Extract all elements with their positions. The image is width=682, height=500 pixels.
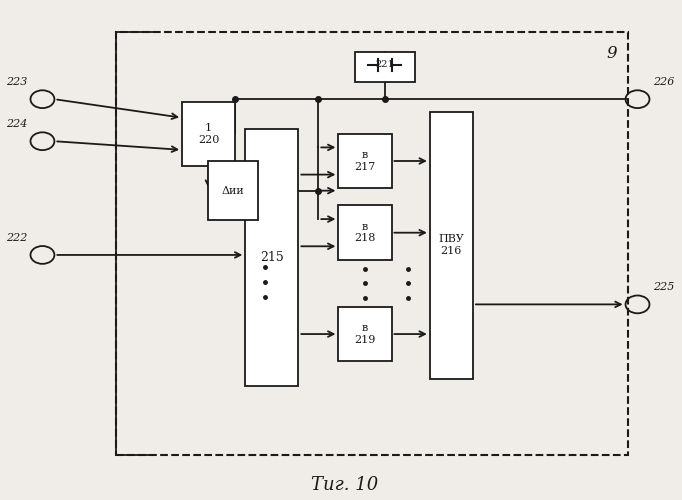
Bar bbox=[115, 32, 627, 455]
Text: 1
220: 1 220 bbox=[198, 123, 220, 144]
Bar bbox=[246, 129, 299, 386]
Text: 226: 226 bbox=[653, 77, 674, 87]
Text: 215: 215 bbox=[260, 251, 284, 264]
Text: 224: 224 bbox=[5, 119, 27, 129]
Bar bbox=[338, 206, 391, 260]
Bar bbox=[430, 112, 473, 378]
Bar bbox=[208, 161, 258, 220]
Text: Τиг. 10: Τиг. 10 bbox=[312, 476, 379, 494]
Text: 223: 223 bbox=[5, 77, 27, 87]
Text: ПВУ
216: ПВУ 216 bbox=[439, 234, 464, 256]
Bar bbox=[338, 134, 391, 188]
Text: в
218: в 218 bbox=[354, 222, 376, 244]
Text: 9: 9 bbox=[607, 45, 618, 62]
Text: Δии: Δии bbox=[222, 186, 245, 196]
Text: в
217: в 217 bbox=[354, 150, 376, 172]
Text: 222: 222 bbox=[5, 232, 27, 242]
Text: 221: 221 bbox=[376, 60, 394, 69]
Bar bbox=[355, 52, 415, 82]
Bar bbox=[182, 102, 235, 166]
Text: в
219: в 219 bbox=[354, 324, 376, 345]
Bar bbox=[338, 307, 391, 361]
Text: 225: 225 bbox=[653, 282, 674, 292]
